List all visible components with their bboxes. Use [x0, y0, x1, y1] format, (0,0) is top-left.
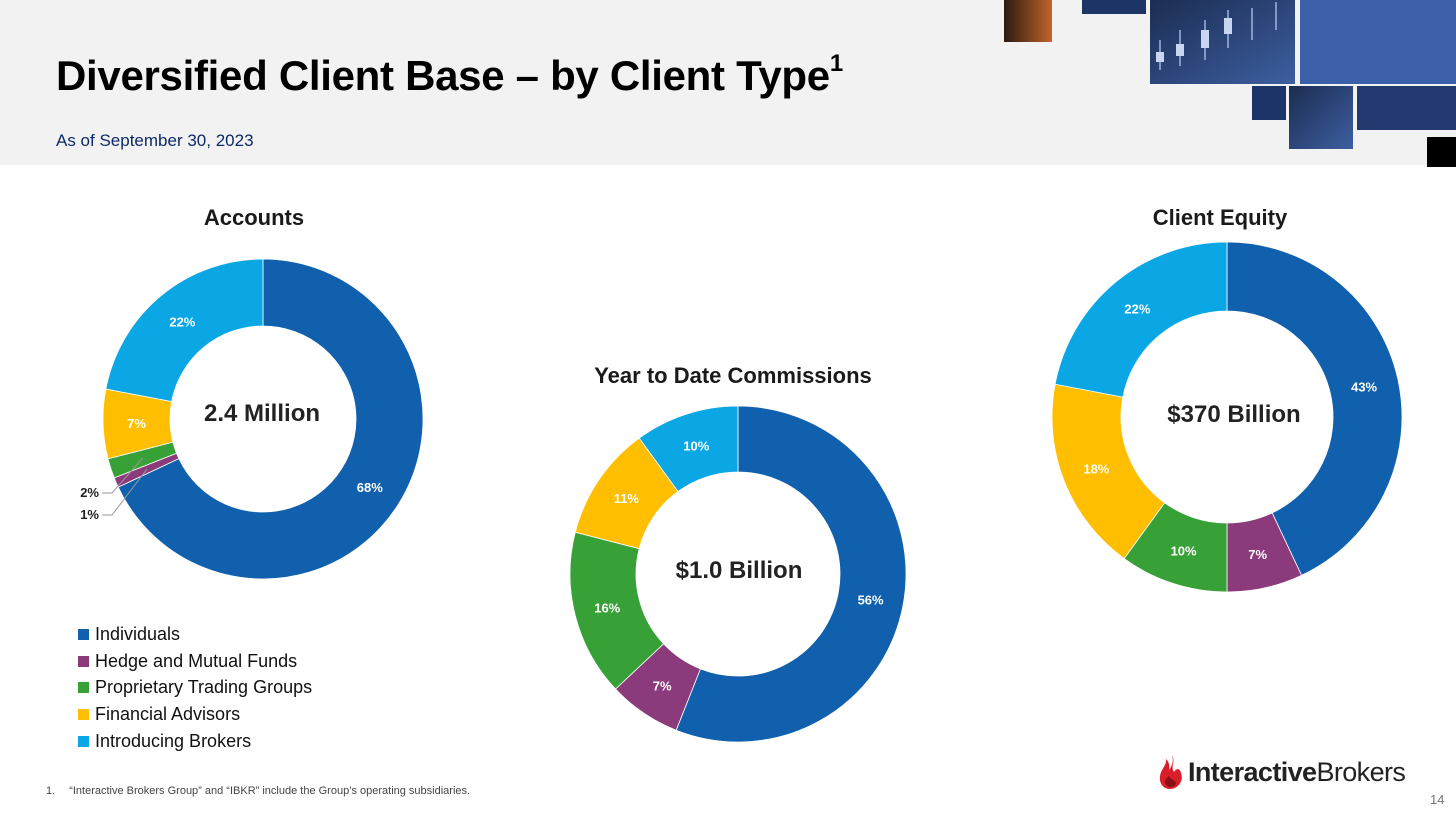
accounts-leader-line-1 [102, 468, 148, 516]
header-decoration-image [1004, 0, 1456, 167]
accounts-slice-0 [117, 258, 424, 580]
accounts-leader-line-2 [102, 457, 144, 494]
legend-swatch [78, 628, 89, 640]
legend-item-individuals: Individuals [78, 621, 312, 648]
legend-swatch [78, 682, 89, 694]
commissions-data-label-2: 16% [594, 601, 620, 616]
client-equity-chart-title: Client Equity [1152, 205, 1288, 230]
commissions-slice-4 [638, 405, 739, 493]
page-number: 14 [1430, 792, 1445, 807]
client-equity-center-label: $370 Billion [1167, 401, 1301, 428]
client-equity-data-label-1: 7% [1248, 547, 1267, 562]
legend-item-hedge-mutual-funds: Hedge and Mutual Funds [78, 648, 312, 675]
title-footnote-marker: 1 [829, 50, 843, 77]
legend-swatch [78, 708, 89, 720]
client-equity-slice-0 [1226, 241, 1403, 576]
client-equity-data-label-3: 18% [1083, 462, 1109, 477]
page-subtitle: As of September 30, 2023 [56, 131, 254, 150]
client-equity-data-label-2: 10% [1171, 544, 1197, 559]
legend-item-introducing-brokers: Introducing Brokers [78, 728, 312, 755]
client-equity-slice-4 [1054, 241, 1228, 398]
commissions-center-label: $1.0 Billion [675, 557, 803, 584]
accounts-data-label-3: 7% [127, 416, 146, 431]
commissions-data-label-4: 10% [683, 439, 709, 454]
interactive-brokers-logo: InteractiveBrokers [1158, 754, 1406, 790]
client-equity-data-label-0: 43% [1351, 379, 1377, 394]
commissions-chart-title: Year to Date Commissions [594, 363, 872, 388]
chart-legend: Individuals Hedge and Mutual Funds Propr… [78, 621, 312, 754]
accounts-data-label-4: 22% [169, 315, 195, 330]
logo-text: InteractiveBrokers [1188, 756, 1406, 787]
legend-swatch [78, 655, 89, 667]
footnote: 1. “Interactive Brokers Group” and “IBKR”… [46, 785, 471, 797]
commissions-slice-0 [675, 405, 907, 743]
legend-swatch [78, 735, 89, 747]
commissions-data-label-0: 56% [858, 592, 884, 607]
accounts-slice-4 [105, 258, 264, 403]
client-equity-data-label-4: 22% [1124, 302, 1150, 317]
accounts-center-label: 2.4 Million [203, 400, 321, 427]
legend-item-proprietary-trading: Proprietary Trading Groups [78, 674, 312, 701]
commissions-data-label-1: 7% [653, 679, 672, 694]
accounts-data-label-2: 2% [80, 485, 99, 500]
accounts-chart-title: Accounts [203, 205, 305, 230]
page-title: Diversified Client Base – by Client Type… [56, 50, 843, 99]
commissions-data-label-3: 11% [614, 491, 640, 506]
legend-item-financial-advisors: Financial Advisors [78, 701, 312, 728]
flame-logo-icon [1159, 755, 1182, 789]
accounts-data-label-0: 68% [357, 480, 383, 495]
accounts-data-label-1: 1% [80, 507, 99, 522]
